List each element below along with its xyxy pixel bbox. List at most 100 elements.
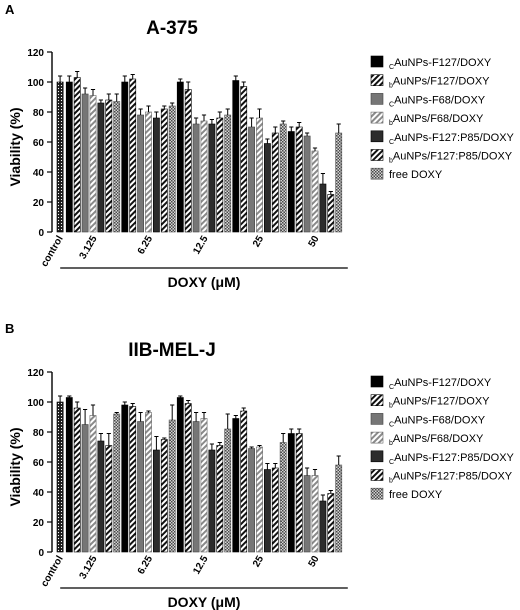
legend-entry: bAuNPs/F127:P85/DOXY bbox=[389, 151, 513, 165]
bar-series-7 bbox=[279, 123, 287, 233]
x-tick-label: 50 bbox=[307, 554, 322, 570]
bar-series-5 bbox=[208, 123, 216, 233]
legend-swatch bbox=[370, 55, 384, 68]
y-axis-label: Viability (%) bbox=[7, 107, 23, 186]
bar-series-2 bbox=[73, 407, 81, 553]
bar-series-1 bbox=[121, 81, 129, 233]
bar-series-7 bbox=[168, 419, 176, 553]
x-tick-label: 6.25 bbox=[136, 554, 155, 577]
legend-swatch bbox=[370, 487, 384, 500]
bar-series-5 bbox=[97, 102, 105, 233]
legend-entry: free DOXY bbox=[389, 169, 443, 181]
x-axis-label: DOXY (μM) bbox=[168, 594, 241, 610]
bar-series-1 bbox=[65, 81, 73, 233]
x-tick-label: 12.5 bbox=[191, 234, 210, 257]
chart-title: IIB-MEL-J bbox=[128, 340, 216, 361]
legend-label: AuNPs-F127:P85/DOXY bbox=[394, 452, 514, 464]
bar-series-4 bbox=[89, 95, 97, 233]
legend-swatch bbox=[370, 394, 384, 407]
bar-series-7 bbox=[279, 442, 287, 553]
bar-series-3 bbox=[192, 421, 200, 553]
x-tick-label-control: control bbox=[39, 554, 66, 589]
bar-series-6 bbox=[105, 445, 113, 553]
panel-letter: A bbox=[5, 2, 15, 17]
bar-series-7 bbox=[224, 114, 232, 233]
x-tick-label: 25 bbox=[251, 554, 266, 570]
bar-series-5 bbox=[263, 143, 271, 233]
x-tick-label: 6.25 bbox=[136, 234, 155, 257]
y-tick-label: 40 bbox=[33, 488, 45, 499]
bar-series-2 bbox=[73, 77, 81, 233]
bar-series-6 bbox=[327, 493, 335, 553]
y-tick-label: 120 bbox=[27, 368, 44, 379]
legend-entry: free DOXY bbox=[389, 489, 443, 501]
legend-prefix-subscript: b bbox=[389, 120, 393, 127]
x-tick-label-control: control bbox=[39, 234, 66, 269]
y-tick-label: 80 bbox=[33, 428, 45, 439]
x-tick-label: 3.125 bbox=[78, 554, 100, 582]
legend-prefix-subscript: C bbox=[389, 459, 394, 466]
legend-entry: bAuNPs/F68/DOXY bbox=[389, 113, 484, 127]
legend-prefix-subscript: C bbox=[389, 139, 394, 146]
bar-series-4 bbox=[256, 446, 263, 553]
bar-series-6 bbox=[160, 108, 168, 233]
bar-series-4 bbox=[145, 412, 152, 553]
bar-series-2 bbox=[184, 89, 192, 233]
y-tick-label: 60 bbox=[33, 458, 45, 469]
y-tick-label: 120 bbox=[27, 48, 44, 59]
bar-series-1 bbox=[232, 80, 240, 233]
bar-series-7 bbox=[168, 105, 176, 233]
y-axis-label: Viability (%) bbox=[7, 427, 23, 506]
y-tick-label: 0 bbox=[38, 548, 44, 559]
legend-prefix-subscript: b bbox=[389, 83, 393, 90]
bar-series-3 bbox=[303, 135, 311, 233]
legend-label: AuNPs/F68/DOXY bbox=[393, 433, 484, 445]
bar-series-3 bbox=[81, 93, 89, 233]
bar-series-2 bbox=[295, 433, 303, 553]
y-tick-label: 60 bbox=[33, 138, 45, 149]
y-tick-label: 20 bbox=[33, 518, 45, 529]
bar-series-1 bbox=[65, 397, 73, 553]
legend: CAuNPs-F127/DOXYbAuNPs/F127/DOXYCAuNPs-F… bbox=[370, 55, 515, 181]
bar-series-1 bbox=[287, 433, 295, 553]
bar-series-3 bbox=[192, 123, 200, 233]
y-tick-label: 100 bbox=[27, 78, 44, 89]
legend-entry: bAuNPs/F127/DOXY bbox=[389, 396, 490, 410]
x-tick-label: 50 bbox=[307, 234, 322, 250]
legend-label: AuNPs/F127/DOXY bbox=[393, 76, 490, 88]
bar-series-4 bbox=[200, 120, 208, 233]
legend-label: AuNPs-F127/DOXY bbox=[394, 57, 492, 69]
legend-entry: bAuNPs/F127/DOXY bbox=[389, 76, 490, 90]
legend-prefix-subscript: b bbox=[389, 403, 393, 410]
legend-prefix-subscript: b bbox=[389, 158, 393, 165]
bar-series-2 bbox=[240, 410, 248, 553]
bar-series-7 bbox=[335, 464, 343, 553]
bar-series-3 bbox=[81, 424, 89, 553]
chart-title: A-375 bbox=[146, 18, 198, 39]
legend-swatch bbox=[370, 375, 384, 388]
legend-prefix-subscript: C bbox=[389, 421, 394, 428]
legend-label: AuNPs-F127:P85/DOXY bbox=[394, 132, 514, 144]
bar-series-1 bbox=[121, 404, 129, 553]
bar-series-1 bbox=[176, 81, 184, 233]
bar-series-6 bbox=[271, 467, 279, 553]
legend-label: AuNPs-F68/DOXY bbox=[394, 414, 486, 426]
bar-series-4 bbox=[311, 475, 319, 553]
bar-series-4 bbox=[89, 415, 97, 553]
legend-swatch bbox=[370, 167, 384, 180]
legend-swatch bbox=[370, 431, 384, 444]
bar-series-7 bbox=[113, 101, 121, 233]
legend-label: AuNPs/F127:P85/DOXY bbox=[393, 471, 513, 483]
bar-series-2 bbox=[129, 78, 137, 233]
y-tick-label: 0 bbox=[38, 228, 44, 239]
bar-series-5 bbox=[153, 117, 160, 233]
legend-label: AuNPs/F127/DOXY bbox=[393, 396, 490, 408]
legend-label: AuNPs-F127/DOXY bbox=[394, 377, 492, 389]
bar-series-5 bbox=[153, 449, 160, 553]
legend-label: AuNPs/F68/DOXY bbox=[393, 113, 484, 125]
bar-series-4 bbox=[311, 150, 319, 233]
bar-series-7 bbox=[113, 413, 121, 553]
legend-swatch bbox=[370, 111, 384, 124]
bar-series-5 bbox=[97, 440, 105, 553]
legend-swatch bbox=[370, 149, 384, 161]
